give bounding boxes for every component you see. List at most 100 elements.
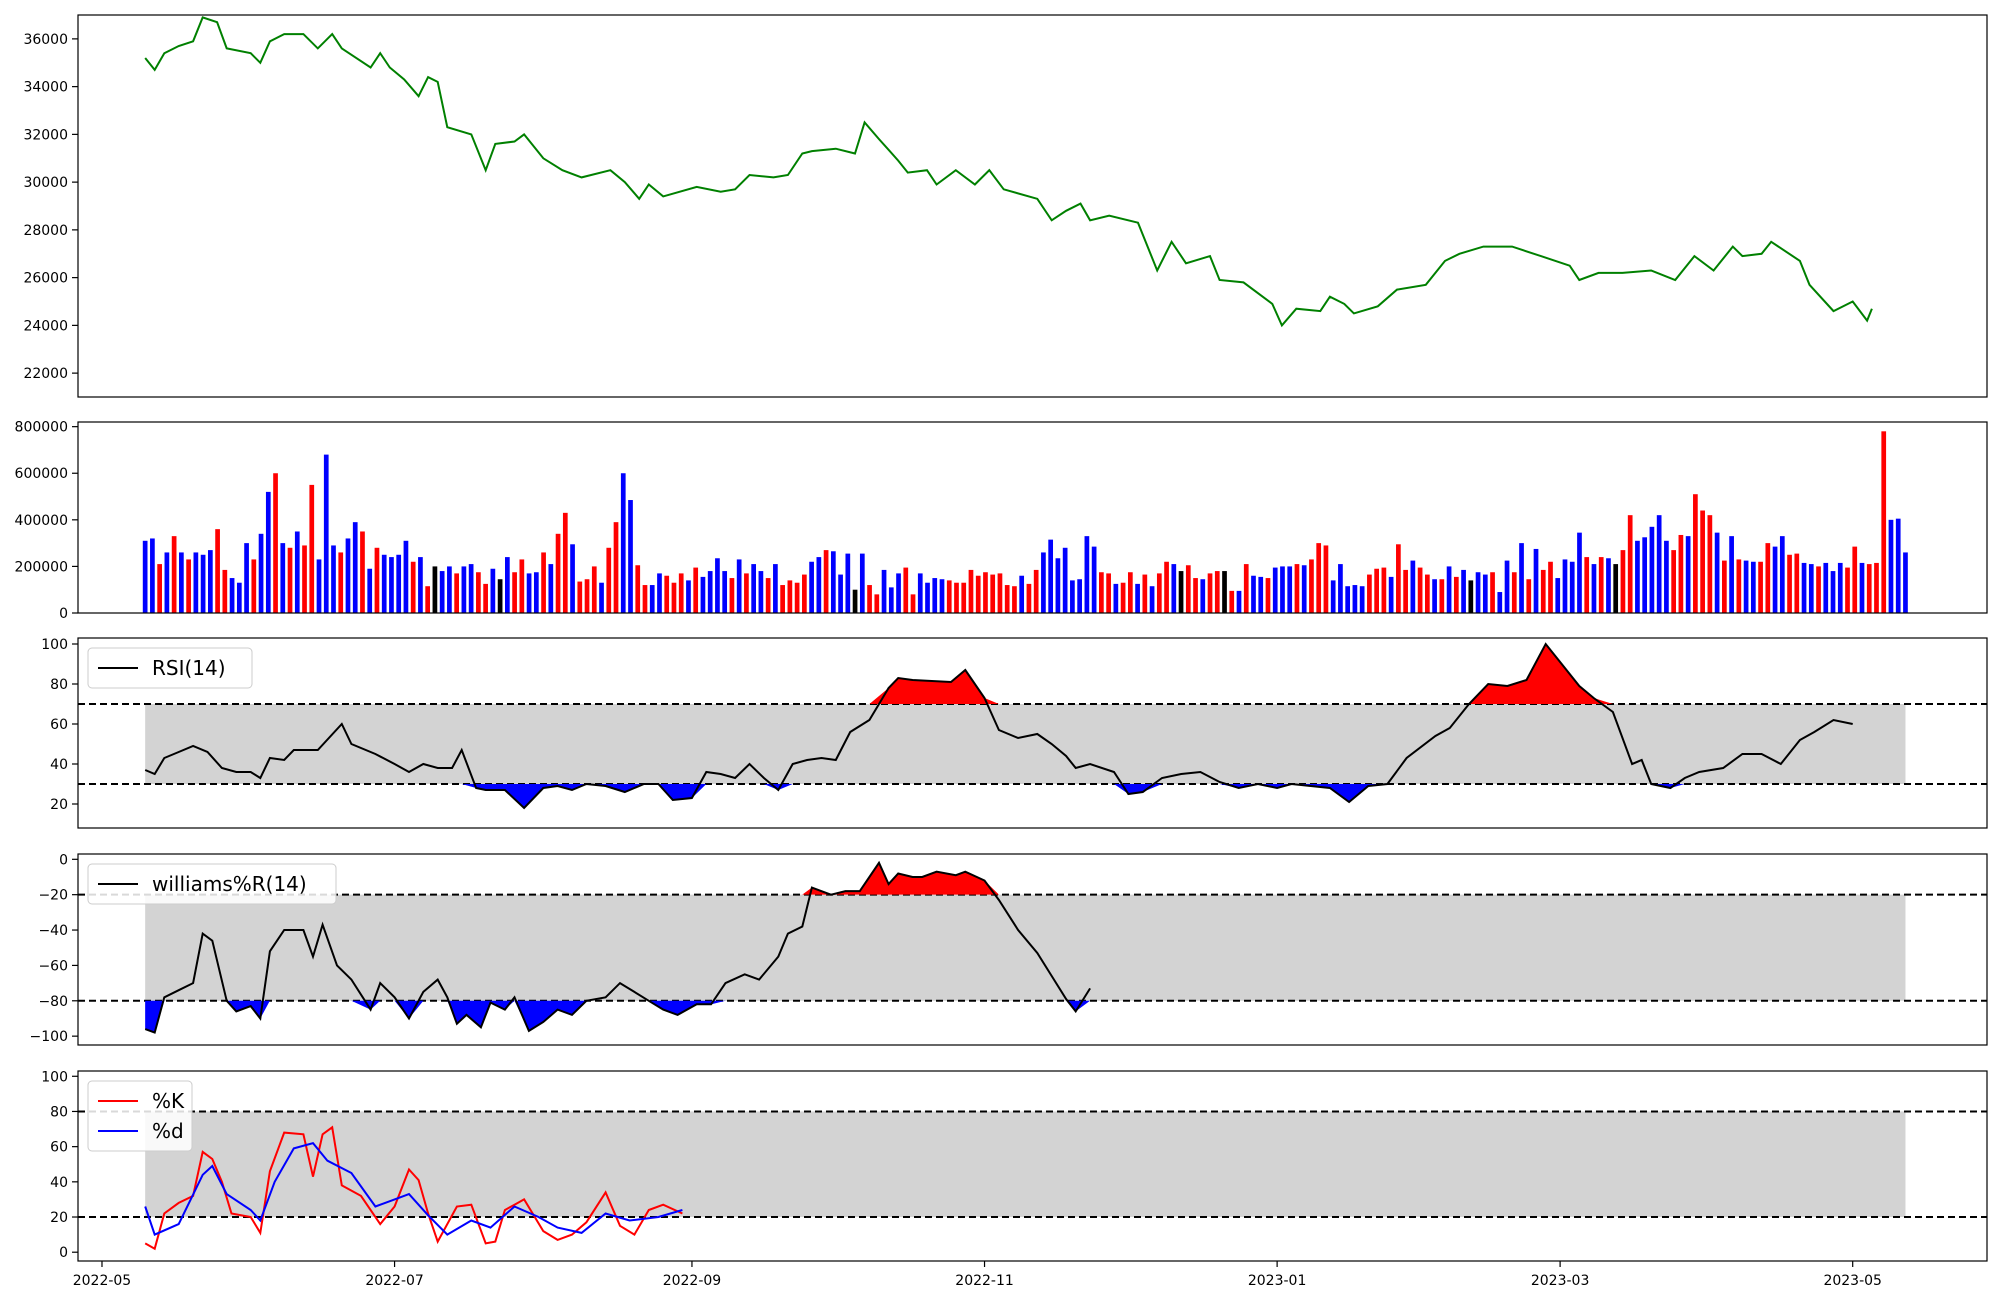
volume-bar bbox=[816, 557, 822, 613]
volume-bar bbox=[338, 552, 344, 613]
volume-bar bbox=[613, 522, 619, 613]
volume-bar bbox=[1127, 572, 1133, 613]
y-tick-label: 80 bbox=[50, 677, 68, 693]
volume-bar bbox=[852, 589, 858, 613]
y-tick-label: 32000 bbox=[23, 127, 68, 143]
volume-bar bbox=[910, 594, 916, 613]
volume-bar bbox=[1714, 532, 1720, 613]
volume-bar bbox=[432, 566, 438, 613]
threshold-band bbox=[145, 704, 1906, 784]
volume-bar bbox=[1287, 566, 1293, 613]
legend-box bbox=[87, 863, 337, 905]
volume-bar bbox=[823, 550, 829, 613]
volume-bar bbox=[200, 554, 206, 613]
y-tick-label: 100 bbox=[41, 1069, 68, 1085]
volume-bar bbox=[1830, 571, 1836, 613]
volume-bar bbox=[1671, 550, 1677, 613]
volume-bar bbox=[222, 569, 228, 613]
volume-bar bbox=[1548, 561, 1553, 613]
volume-bar bbox=[244, 543, 249, 613]
volume-bar bbox=[874, 594, 880, 613]
volume-bar bbox=[418, 557, 423, 613]
volume-bar bbox=[1084, 536, 1090, 613]
volume-bar bbox=[1649, 526, 1655, 613]
volume-bar bbox=[1033, 569, 1039, 613]
y-tick-label: 400000 bbox=[15, 513, 68, 529]
y-tick-label: 600000 bbox=[15, 466, 68, 482]
volume-bar bbox=[280, 543, 286, 613]
volume-bar bbox=[707, 571, 713, 613]
legend-box bbox=[87, 647, 253, 689]
volume-bar bbox=[990, 574, 996, 613]
volume-bar bbox=[1613, 564, 1619, 613]
volume-bar bbox=[381, 554, 387, 613]
volume-bar bbox=[1823, 562, 1829, 613]
volume-bar bbox=[1077, 579, 1082, 613]
volume-bar bbox=[1156, 573, 1162, 613]
threshold-band bbox=[145, 1111, 1906, 1218]
volume-bar bbox=[490, 568, 496, 613]
volume-bar bbox=[620, 473, 626, 613]
volume-bar bbox=[1700, 510, 1705, 613]
volume-bar bbox=[649, 585, 655, 613]
volume-bar bbox=[744, 573, 749, 613]
volume-bar bbox=[1055, 558, 1061, 613]
y-tick-label: 40 bbox=[50, 1175, 68, 1191]
volume-bar bbox=[1236, 590, 1242, 613]
volume-bar bbox=[715, 558, 720, 613]
volume-bar bbox=[773, 564, 778, 613]
volume-bar bbox=[294, 531, 300, 613]
y-tick-label: 24000 bbox=[23, 318, 68, 334]
axes-frame bbox=[77, 421, 1988, 614]
volume-bar bbox=[1895, 518, 1901, 613]
x-tick-label: 2022-05 bbox=[73, 1273, 132, 1289]
volume-bar bbox=[396, 554, 402, 613]
volume-bar bbox=[1837, 562, 1843, 613]
volume-bar bbox=[483, 583, 488, 613]
volume-bar bbox=[360, 531, 365, 613]
legend-box bbox=[87, 1080, 193, 1152]
y-tick-label: 0 bbox=[59, 852, 68, 868]
y-tick-label: −80 bbox=[38, 994, 68, 1010]
volume-bar bbox=[1635, 540, 1640, 613]
volume-bar bbox=[425, 586, 431, 613]
y-tick-label: 0 bbox=[59, 606, 68, 622]
y-tick-label: 0 bbox=[59, 1245, 68, 1261]
volume-bar bbox=[1359, 586, 1365, 613]
volume-bar bbox=[1193, 578, 1198, 613]
volume-bar bbox=[881, 569, 887, 613]
volume-bar bbox=[367, 568, 373, 613]
volume-bar bbox=[164, 552, 170, 613]
x-tick-label: 2022-07 bbox=[365, 1273, 424, 1289]
price-series-line-0 bbox=[144, 16, 1873, 328]
x-tick-label: 2023-03 bbox=[1531, 1273, 1590, 1289]
volume-bar bbox=[845, 553, 851, 613]
volume-bar bbox=[765, 578, 771, 613]
volume-bar bbox=[1533, 548, 1539, 613]
volume-bar bbox=[236, 582, 242, 613]
volume-bar bbox=[403, 540, 409, 613]
volume-bar bbox=[1135, 583, 1140, 613]
y-tick-label: 26000 bbox=[23, 271, 68, 287]
volume-bar bbox=[1787, 554, 1792, 613]
volume-bar bbox=[1381, 567, 1387, 613]
volume-bar bbox=[512, 572, 517, 613]
volume-bar bbox=[193, 552, 199, 613]
x-tick-label: 2023-05 bbox=[1823, 1273, 1882, 1289]
volume-bar bbox=[1511, 572, 1517, 613]
volume-bar bbox=[838, 574, 843, 613]
volume-bar bbox=[1106, 573, 1111, 613]
volume-bar bbox=[1222, 571, 1227, 613]
volume-bar bbox=[628, 500, 633, 613]
panel-stoch: 0 20 40 60 80 100 %K %d bbox=[41, 1069, 1988, 1262]
volume-bar bbox=[1606, 558, 1611, 613]
volume-bar bbox=[830, 551, 836, 613]
volume-bar bbox=[1229, 590, 1235, 613]
volume-bar bbox=[352, 522, 358, 613]
volume-bar bbox=[1468, 580, 1474, 613]
volume-bar bbox=[1490, 572, 1495, 613]
volume-bar bbox=[1062, 547, 1068, 613]
volume-bar bbox=[541, 552, 546, 613]
volume-bar bbox=[179, 552, 184, 613]
volume-bar bbox=[1664, 540, 1669, 613]
